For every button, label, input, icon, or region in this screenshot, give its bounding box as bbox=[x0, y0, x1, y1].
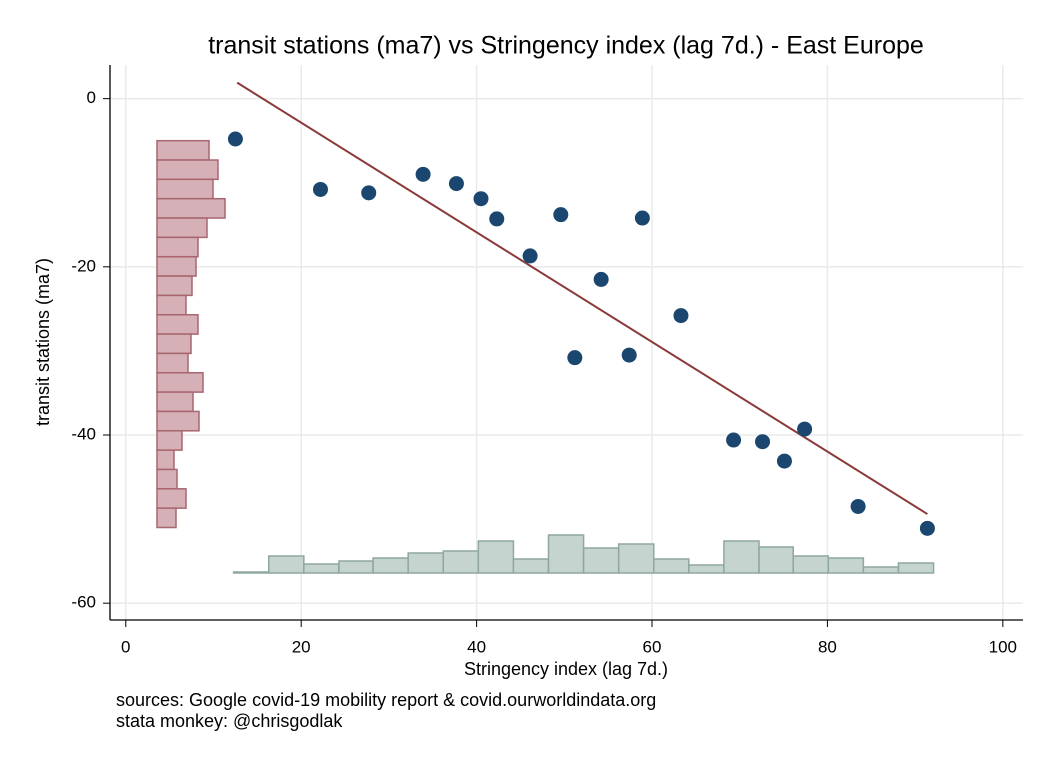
y-tick-label: -20 bbox=[71, 256, 96, 275]
y-histogram-bar bbox=[156, 352, 189, 374]
x-histogram-bar bbox=[232, 571, 270, 574]
scatter-point bbox=[621, 347, 637, 363]
y-histogram-bar bbox=[156, 197, 226, 219]
y-axis-label: transit stations (ma7) bbox=[33, 258, 53, 426]
y-histogram-bar bbox=[156, 333, 192, 355]
x-histogram-bar bbox=[617, 543, 655, 574]
x-histogram-bar bbox=[372, 557, 409, 574]
x-histogram-bar bbox=[758, 546, 794, 574]
x-histogram-bar bbox=[897, 562, 935, 574]
scatter-point bbox=[755, 434, 771, 450]
x-histogram-bar bbox=[442, 550, 480, 574]
y-histogram-bar bbox=[156, 159, 219, 181]
x-histogram-bar bbox=[547, 534, 585, 574]
x-histogram-bar bbox=[792, 555, 830, 574]
x-tick-label: 0 bbox=[121, 637, 130, 656]
scatter-point bbox=[850, 498, 866, 514]
scatter-point bbox=[919, 520, 935, 536]
y-histogram-bar bbox=[156, 178, 214, 200]
scatter-point bbox=[567, 350, 583, 366]
y-histogram-bar bbox=[156, 294, 187, 316]
y-histogram-bar bbox=[156, 217, 208, 239]
x-histogram-bar bbox=[338, 560, 374, 574]
scatter-point bbox=[726, 432, 742, 448]
scatter-point bbox=[522, 248, 538, 264]
x-histogram-bar bbox=[723, 540, 760, 574]
chart-title: transit stations (ma7) vs Stringency ind… bbox=[208, 32, 924, 60]
x-tick-label: 20 bbox=[292, 637, 311, 656]
x-tick-label: 40 bbox=[467, 637, 486, 656]
y-histogram-bar bbox=[156, 410, 200, 432]
y-histogram-bar bbox=[156, 391, 194, 413]
note: stata monkey: @chrisgodlak bbox=[116, 711, 343, 731]
x-histogram-bar bbox=[407, 552, 445, 574]
scatter-point bbox=[227, 131, 243, 147]
scatter-point bbox=[593, 271, 609, 287]
y-tick-label: -60 bbox=[71, 593, 96, 612]
x-axis-label: Stringency index (lag 7d.) bbox=[464, 659, 668, 679]
scatter-point bbox=[553, 207, 569, 223]
scatter-point bbox=[489, 211, 505, 227]
x-histogram-bar bbox=[862, 566, 900, 574]
x-histogram-bar bbox=[582, 547, 620, 574]
x-histogram-bar bbox=[477, 540, 515, 574]
scatter-point bbox=[634, 210, 650, 226]
x-tick-label: 100 bbox=[989, 637, 1017, 656]
y-histogram-bar bbox=[156, 275, 193, 297]
note: sources: Google covid-19 mobility report… bbox=[116, 690, 656, 710]
x-tick-label: 60 bbox=[643, 637, 662, 656]
x-histogram-bar bbox=[653, 558, 690, 574]
x-tick-label: 80 bbox=[818, 637, 837, 656]
x-histogram-bar bbox=[688, 564, 725, 574]
y-histogram-bar bbox=[156, 507, 177, 529]
scatter-point bbox=[797, 421, 813, 437]
y-histogram-bar bbox=[156, 255, 197, 277]
y-histogram-bar bbox=[156, 430, 183, 451]
x-histogram-bar bbox=[267, 555, 305, 574]
y-histogram-bar bbox=[156, 236, 199, 258]
y-tick-label: 0 bbox=[87, 88, 96, 107]
scatter-point bbox=[415, 166, 431, 182]
y-histogram-bar bbox=[156, 372, 204, 393]
scatter-point bbox=[448, 176, 464, 192]
y-tick-label: -40 bbox=[71, 424, 96, 443]
y-histogram-bar bbox=[156, 468, 178, 490]
scatter-point bbox=[361, 185, 377, 201]
scatter-point bbox=[312, 181, 328, 197]
x-histogram-bar bbox=[827, 557, 865, 574]
scatter-point bbox=[776, 453, 792, 469]
scatter-point bbox=[673, 308, 689, 324]
y-histogram-bar bbox=[156, 488, 187, 509]
y-histogram-bar bbox=[156, 314, 199, 335]
y-histogram-bar bbox=[156, 139, 210, 161]
scatter-point bbox=[473, 191, 489, 207]
x-histogram-bar bbox=[512, 558, 550, 574]
y-histogram-bar bbox=[156, 449, 175, 471]
fit-line bbox=[236, 81, 928, 515]
x-histogram-bar bbox=[303, 563, 340, 574]
